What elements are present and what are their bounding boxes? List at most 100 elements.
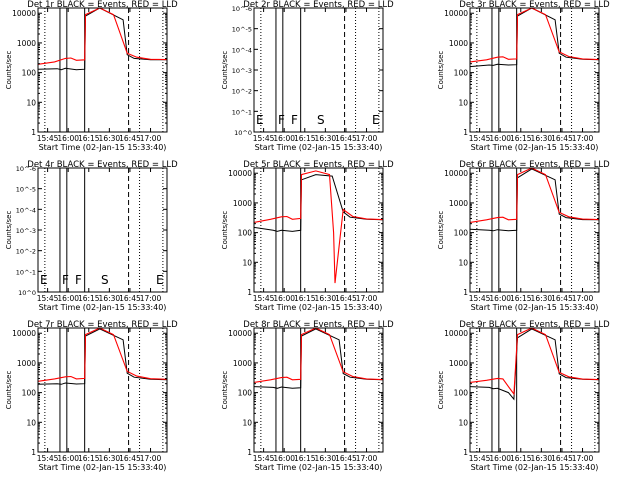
x-tick-label: 16:15: [294, 134, 316, 143]
y-tick-label: 10000: [228, 329, 252, 338]
lld-series-line: [470, 328, 599, 396]
x-tick-label: 16:45: [551, 454, 573, 463]
plot-frame: [469, 327, 600, 453]
event-marker-label: E: [256, 113, 264, 127]
panel-title: Det 9r BLACK = Events, RED = LLD: [459, 320, 610, 330]
y-tick-label: 10000: [12, 9, 36, 18]
y-tick-label: 100: [22, 69, 37, 78]
y-tick-label: 10: [242, 418, 252, 427]
y-tick-label: 10^-4: [232, 46, 252, 54]
x-axis-label: Start Time (02-Jan-15 15:33:40): [255, 463, 383, 472]
y-tick-label: 1000: [449, 199, 468, 208]
x-axis-label: Start Time (02-Jan-15 15:33:40): [471, 303, 599, 312]
x-axis-label: Start Time (02-Jan-15 15:33:40): [471, 463, 599, 472]
lld-series-line: [470, 8, 599, 63]
y-tick-label: 10^-1: [232, 108, 252, 116]
y-axis-label: Counts/sec: [5, 211, 13, 250]
event-marker-label: E: [40, 273, 48, 287]
y-tick-label: 1: [31, 128, 36, 137]
event-marker-label: F: [291, 113, 298, 127]
x-tick-label: 16:45: [119, 454, 141, 463]
y-axis-label: Counts/sec: [5, 371, 13, 410]
panel-title: Det 2r BLACK = Events, RED = LLD: [243, 0, 394, 10]
y-tick-label: 1: [463, 128, 468, 137]
y-tick-label: 100: [22, 389, 37, 398]
y-tick-label: 1000: [233, 359, 252, 368]
panel-title: Det 7r BLACK = Events, RED = LLD: [27, 320, 178, 330]
panel-7: Det 7r BLACK = Events, RED = LLD 1 10 100 10…: [5, 320, 178, 472]
panel-3: Det 3r BLACK = Events, RED = LLD 1 10 100 10…: [437, 0, 610, 152]
x-tick-label: 15:45: [37, 294, 59, 303]
x-tick-label: 16:30: [315, 134, 337, 143]
panel-4: Det 4r BLACK = Events, RED = LLD 10^0 10^-…: [5, 160, 178, 312]
x-tick-label: 16:45: [335, 294, 357, 303]
y-tick-label: 1: [463, 288, 468, 297]
x-tick-label: 16:15: [510, 454, 532, 463]
x-tick-label: 16:00: [489, 134, 511, 143]
x-tick-label: 16:00: [57, 134, 79, 143]
x-tick-label: 16:15: [510, 134, 532, 143]
x-tick-label: 17:00: [140, 294, 162, 303]
event-marker-label: F: [62, 273, 69, 287]
y-tick-label: 10^-5: [232, 26, 252, 34]
y-tick-label: 10: [242, 258, 252, 267]
lld-series-line: [470, 168, 599, 223]
y-tick-label: 1000: [17, 359, 36, 368]
x-tick-label: 16:00: [489, 454, 511, 463]
y-axis-label: Counts/sec: [437, 371, 445, 410]
y-tick-label: 1000: [17, 39, 36, 48]
event-marker-label: F: [278, 113, 285, 127]
y-tick-label: 10^-6: [232, 5, 252, 13]
lld-series-line: [254, 328, 383, 383]
x-tick-label: 16:30: [531, 294, 553, 303]
y-tick-label: 10000: [228, 169, 252, 178]
y-tick-label: 10: [458, 98, 468, 107]
plot-frame: [37, 7, 168, 133]
y-axis-label: Counts/sec: [5, 51, 13, 90]
y-tick-label: 100: [238, 229, 253, 238]
event-marker-label: S: [101, 273, 109, 287]
y-tick-label: 10^-1: [16, 268, 36, 276]
plot-frame: [469, 7, 600, 133]
x-tick-label: 15:45: [37, 454, 59, 463]
panel-9: Det 9r BLACK = Events, RED = LLD 1 10 100 10…: [437, 320, 610, 472]
panel-title: Det 1r BLACK = Events, RED = LLD: [27, 0, 178, 10]
x-tick-label: 16:15: [78, 294, 100, 303]
x-axis-label: Start Time (02-Jan-15 15:33:40): [39, 143, 167, 152]
x-tick-label: 17:00: [572, 454, 594, 463]
x-tick-label: 16:30: [315, 454, 337, 463]
y-tick-label: 10^-3: [16, 227, 36, 235]
x-tick-label: 17:00: [572, 134, 594, 143]
plot-frame: [469, 167, 600, 293]
x-tick-label: 17:00: [140, 134, 162, 143]
x-tick-label: 16:00: [273, 294, 295, 303]
x-tick-label: 16:15: [78, 454, 100, 463]
x-tick-label: 17:00: [572, 294, 594, 303]
y-tick-label: 10^-2: [232, 88, 252, 96]
y-tick-label: 100: [454, 229, 469, 238]
x-tick-label: 16:00: [57, 294, 79, 303]
x-tick-label: 16:00: [57, 454, 79, 463]
event-marker-label: S: [317, 113, 325, 127]
y-tick-label: 10^0: [234, 129, 252, 137]
y-tick-label: 100: [454, 389, 469, 398]
y-tick-label: 10: [458, 418, 468, 427]
lld-series-line: [38, 328, 167, 382]
x-tick-label: 15:45: [253, 454, 275, 463]
y-tick-label: 10^-5: [16, 186, 36, 194]
y-tick-label: 10^-3: [232, 67, 252, 75]
event-marker-label: F: [75, 273, 82, 287]
x-tick-label: 16:00: [489, 294, 511, 303]
lld-series-line: [38, 8, 167, 65]
panel-title: Det 5r BLACK = Events, RED = LLD: [243, 160, 394, 170]
y-axis-label: Counts/sec: [221, 371, 229, 410]
x-tick-label: 16:15: [510, 294, 532, 303]
y-tick-label: 10000: [444, 169, 468, 178]
y-axis-label: Counts/sec: [437, 51, 445, 90]
y-tick-label: 10000: [444, 329, 468, 338]
events-series-line: [254, 174, 383, 232]
y-tick-label: 1000: [233, 199, 252, 208]
panel-8: Det 8r BLACK = Events, RED = LLD 1 10 100 10…: [221, 320, 394, 472]
x-tick-label: 16:45: [335, 134, 357, 143]
x-tick-label: 16:30: [99, 454, 121, 463]
